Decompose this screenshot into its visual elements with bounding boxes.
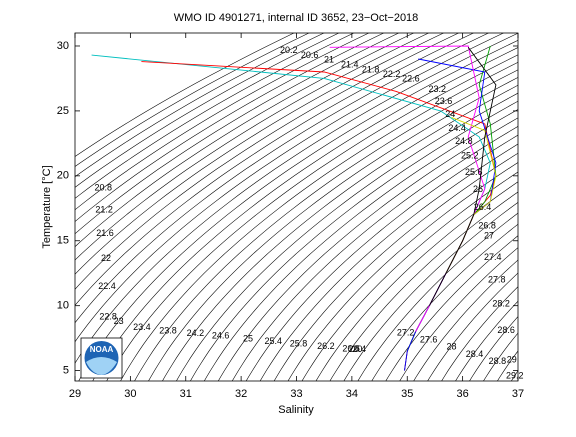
contour-label: 28.4: [466, 349, 484, 359]
contour-label: 23.8: [159, 326, 177, 336]
contour-label: 22.2: [383, 69, 401, 79]
noaa-logo: NOAA: [81, 338, 122, 378]
x-tick-label: 36: [457, 388, 469, 400]
x-tick-label: 30: [124, 388, 136, 400]
x-tick-label: 35: [401, 388, 413, 400]
y-tick-label: 30: [57, 40, 69, 52]
contour-label: 28.2: [492, 299, 510, 309]
contour-label: 28.6: [497, 325, 515, 335]
contour-label: 26.2: [317, 341, 335, 351]
contour-label: 27.2: [397, 327, 415, 337]
x-tick-label: 37: [512, 388, 524, 400]
contour-label: 23: [114, 316, 124, 326]
y-tick-label: 10: [57, 300, 69, 312]
contour-label: 21: [324, 54, 334, 64]
y-tick-label: 20: [57, 170, 69, 182]
contour-label: 22.4: [98, 281, 116, 291]
contour-label: 25.2: [461, 150, 479, 160]
x-axis-label: Salinity: [278, 404, 314, 416]
contour-label: 21.2: [95, 204, 113, 214]
contour-label: 20.8: [95, 182, 113, 192]
contour-label: 25: [243, 333, 253, 343]
contour-label: 26: [473, 184, 483, 194]
contour-label: 25.8: [290, 338, 308, 348]
contour-label: 25.4: [264, 336, 282, 346]
y-tick-label: 5: [63, 365, 69, 377]
contour-label: 29: [507, 355, 517, 365]
contour-label: 20.6: [301, 50, 319, 60]
contour-label: 24.6: [212, 331, 230, 341]
contour-label: 29.2: [506, 371, 524, 381]
contour-label: 20.2: [280, 45, 298, 55]
contour-label: 24.8: [455, 136, 473, 146]
contour-label: 21.4: [341, 59, 359, 69]
contour-label: 27.8: [488, 274, 506, 284]
contour-label: 24.2: [187, 328, 205, 338]
contour-label: 25.6: [465, 167, 483, 177]
logo-text: NOAA: [90, 345, 114, 354]
contour-label: 26.8: [478, 221, 496, 231]
contour-label: 24.4: [448, 123, 466, 133]
contour-label: 22: [101, 253, 111, 263]
contour-label: 23.6: [435, 96, 453, 106]
x-tick-label: 32: [235, 388, 247, 400]
x-tick-label: 31: [180, 388, 192, 400]
contour-label: 21.6: [96, 228, 114, 238]
x-tick-label: 29: [69, 388, 81, 400]
chart-title: WMO ID 4901271, internal ID 3652, 23−Oct…: [174, 12, 419, 24]
contour-label: 27.6: [420, 334, 438, 344]
contour-label: 26.6: [342, 344, 360, 354]
contour-label: 26.4: [474, 202, 492, 212]
x-tick-label: 33: [290, 388, 302, 400]
contour-label: 23.2: [428, 84, 446, 94]
contour-label: 21.8: [362, 64, 380, 74]
contour-label: 22.6: [402, 74, 420, 84]
y-tick-label: 15: [57, 235, 69, 247]
y-axis-label: Temperature [°C]: [41, 165, 53, 248]
contour-label: 27.4: [484, 252, 502, 262]
contour-label: 27: [484, 231, 494, 241]
y-tick-label: 25: [57, 105, 69, 117]
x-tick-label: 34: [346, 388, 358, 400]
contour-label: 24: [445, 109, 455, 119]
contour-label: 28.8: [489, 356, 507, 366]
contour-label: 28: [447, 342, 457, 352]
contour-label: 23.4: [133, 322, 151, 332]
